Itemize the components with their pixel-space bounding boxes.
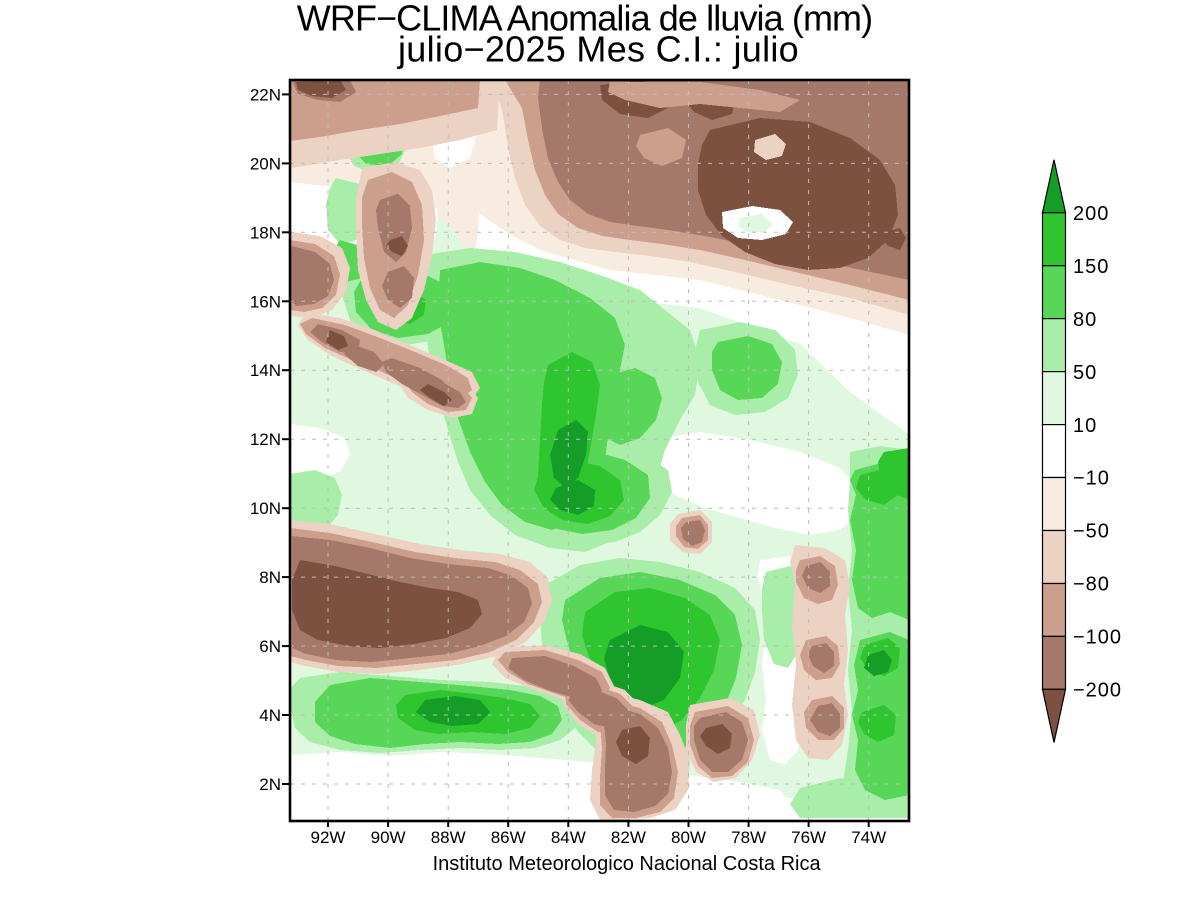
- svg-text:92W: 92W: [311, 828, 346, 847]
- svg-text:14N: 14N: [250, 361, 281, 380]
- svg-text:18N: 18N: [250, 223, 281, 242]
- svg-text:−200: −200: [1073, 680, 1122, 702]
- svg-text:16N: 16N: [250, 292, 281, 311]
- svg-text:80: 80: [1073, 309, 1097, 331]
- svg-text:2N: 2N: [259, 775, 281, 794]
- svg-text:10: 10: [1073, 415, 1097, 437]
- svg-text:88W: 88W: [431, 828, 466, 847]
- svg-text:200: 200: [1073, 203, 1109, 225]
- svg-text:20N: 20N: [250, 154, 281, 173]
- svg-text:WRF−CLIMA Anomalia de lluvia (: WRF−CLIMA Anomalia de lluvia (mm): [297, 0, 872, 39]
- svg-text:−10: −10: [1073, 468, 1110, 490]
- svg-text:−50: −50: [1073, 521, 1110, 543]
- svg-text:10N: 10N: [250, 499, 281, 518]
- svg-text:90W: 90W: [371, 828, 406, 847]
- svg-text:6N: 6N: [259, 637, 281, 656]
- svg-text:22N: 22N: [250, 85, 281, 104]
- svg-text:4N: 4N: [259, 706, 281, 725]
- svg-text:12N: 12N: [250, 430, 281, 449]
- svg-text:86W: 86W: [491, 828, 526, 847]
- svg-text:50: 50: [1073, 362, 1097, 384]
- svg-text:80W: 80W: [671, 828, 706, 847]
- svg-text:−80: −80: [1073, 574, 1110, 596]
- svg-text:150: 150: [1073, 256, 1109, 278]
- svg-text:82W: 82W: [611, 828, 646, 847]
- svg-text:84W: 84W: [551, 828, 586, 847]
- svg-text:−100: −100: [1073, 627, 1122, 649]
- svg-text:8N: 8N: [259, 568, 281, 587]
- svg-text:74W: 74W: [851, 828, 886, 847]
- svg-text:Instituto Meteorologico Nacion: Instituto Meteorologico Nacional Costa R…: [433, 853, 822, 875]
- svg-text:78W: 78W: [731, 828, 766, 847]
- svg-text:76W: 76W: [791, 828, 826, 847]
- svg-text:julio−2025 Mes C.I.: julio: julio−2025 Mes C.I.: julio: [397, 29, 799, 70]
